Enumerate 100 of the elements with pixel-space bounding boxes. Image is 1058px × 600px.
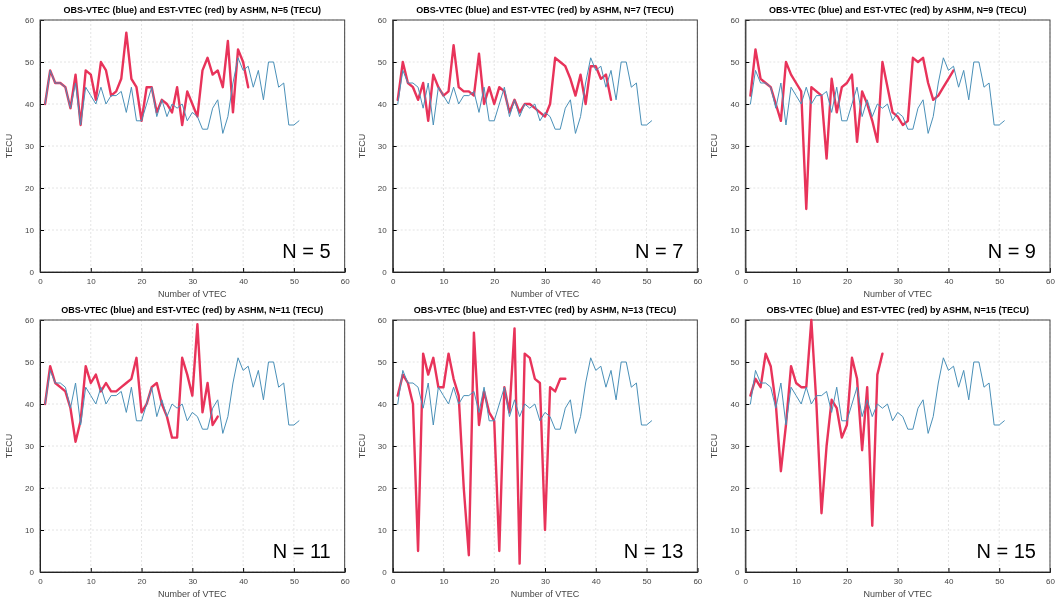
x-tick-label: 50 — [289, 576, 300, 586]
x-tick-label: 20 — [137, 576, 148, 586]
y-tick-label: 60 — [730, 316, 740, 326]
x-tick-label: 0 — [390, 576, 396, 586]
x-tick-label: 10 — [86, 576, 97, 586]
x-tick-label: 0 — [38, 576, 44, 586]
annotation: N = 15 — [976, 540, 1036, 562]
y-tick-label: 40 — [377, 400, 388, 410]
y-tick-label: 10 — [25, 526, 35, 536]
y-tick-label: 30 — [377, 442, 388, 452]
line-series — [749, 318, 884, 527]
chart-title: OBS-VTEC (blue) and EST-VTEC (red) by ASHM, N=9 (TECU) — [768, 5, 1027, 15]
y-tick-label: 40 — [730, 400, 740, 410]
x-axis-title: Number of VTEC — [158, 589, 228, 599]
line-series — [749, 57, 1005, 134]
y-tick-label: 10 — [377, 526, 388, 536]
y-tick-label: 30 — [25, 142, 35, 152]
y-tick-label: 60 — [25, 316, 35, 326]
y-tick-label: 20 — [730, 484, 740, 494]
x-tick-label: 40 — [591, 276, 602, 286]
x-tick-label: 60 — [1046, 576, 1056, 586]
x-tick-label: 0 — [743, 576, 749, 586]
y-tick-label: 10 — [377, 226, 388, 236]
y-tick-label: 50 — [377, 358, 388, 368]
x-tick-label: 10 — [86, 276, 97, 286]
x-axis-title: Number of VTEC — [158, 289, 228, 299]
x-tick-label: 20 — [490, 576, 500, 586]
annotation: N = 5 — [282, 240, 331, 262]
y-tick-label: 50 — [730, 358, 740, 368]
y-tick-label: 50 — [25, 358, 35, 368]
line-series — [397, 357, 653, 434]
y-axis-title: TECU — [709, 133, 720, 159]
x-tick-label: 30 — [188, 276, 198, 286]
y-tick-label: 40 — [25, 400, 35, 410]
x-tick-label: 30 — [893, 276, 904, 286]
y-tick-label: 0 — [734, 268, 740, 278]
line-series — [397, 57, 653, 134]
y-tick-label: 0 — [29, 568, 35, 578]
x-tick-label: 50 — [995, 576, 1005, 586]
x-tick-label: 40 — [944, 276, 954, 286]
x-tick-label: 10 — [439, 576, 449, 586]
y-axis-title: TECU — [4, 433, 14, 459]
x-tick-label: 50 — [995, 276, 1005, 286]
y-tick-label: 0 — [382, 268, 388, 278]
line-series — [43, 323, 219, 443]
x-tick-label: 60 — [1046, 276, 1056, 286]
line-series — [43, 31, 250, 127]
line-series — [749, 357, 1005, 434]
x-tick-label: 40 — [591, 576, 602, 586]
x-tick-label: 40 — [239, 576, 249, 586]
x-tick-label: 10 — [792, 276, 802, 286]
y-tick-label: 50 — [377, 58, 388, 68]
x-axis-title: Number of VTEC — [510, 589, 580, 599]
x-tick-label: 60 — [340, 276, 351, 286]
x-tick-label: 30 — [188, 576, 198, 586]
x-tick-label: 60 — [693, 576, 703, 586]
x-tick-label: 0 — [38, 276, 44, 286]
y-axis-title: TECU — [356, 433, 367, 459]
x-tick-label: 20 — [490, 276, 500, 286]
annotation: N = 13 — [623, 540, 684, 562]
x-tick-label: 50 — [642, 576, 653, 586]
y-tick-label: 0 — [734, 568, 740, 578]
line-series — [749, 48, 955, 211]
y-tick-label: 40 — [25, 100, 35, 110]
y-tick-label: 10 — [730, 226, 740, 236]
x-axis-title: Number of VTEC — [863, 289, 933, 299]
x-tick-label: 20 — [842, 276, 853, 286]
y-tick-label: 30 — [730, 442, 740, 452]
y-tick-label: 60 — [730, 16, 740, 26]
y-tick-label: 20 — [377, 184, 388, 194]
y-tick-label: 40 — [377, 100, 388, 110]
y-tick-label: 20 — [377, 484, 388, 494]
x-tick-label: 0 — [390, 276, 396, 286]
y-tick-label: 60 — [377, 16, 388, 26]
line-series — [44, 357, 300, 434]
chart-title: OBS-VTEC (blue) and EST-VTEC (red) by ASHM, N=5 (TECU) — [63, 5, 322, 15]
x-tick-label: 10 — [792, 576, 802, 586]
x-tick-label: 60 — [693, 276, 703, 286]
y-tick-label: 0 — [382, 568, 388, 578]
x-tick-label: 50 — [642, 276, 653, 286]
x-tick-label: 20 — [137, 276, 148, 286]
y-tick-label: 60 — [377, 316, 388, 326]
y-tick-label: 60 — [25, 16, 35, 26]
x-axis-title: Number of VTEC — [510, 289, 580, 299]
x-tick-label: 40 — [239, 276, 249, 286]
y-tick-label: 30 — [377, 142, 388, 152]
y-tick-label: 20 — [730, 184, 740, 194]
chart-title: OBS-VTEC (blue) and EST-VTEC (red) by ASHM, N=13 (TECU) — [413, 305, 677, 315]
chart-title: OBS-VTEC (blue) and EST-VTEC (red) by ASHM, N=7 (TECU) — [416, 5, 674, 15]
x-tick-label: 60 — [340, 576, 351, 586]
y-tick-label: 10 — [730, 526, 740, 536]
x-tick-label: 50 — [289, 276, 300, 286]
chart-title: OBS-VTEC (blue) and EST-VTEC (red) by ASHM, N=15 (TECU) — [766, 305, 1029, 315]
annotation: N = 9 — [987, 240, 1036, 262]
line-series — [396, 44, 613, 122]
x-tick-label: 30 — [893, 576, 904, 586]
y-tick-label: 20 — [25, 184, 35, 194]
line-series — [396, 327, 567, 565]
y-tick-label: 30 — [25, 442, 35, 452]
y-axis-title: TECU — [709, 433, 720, 459]
